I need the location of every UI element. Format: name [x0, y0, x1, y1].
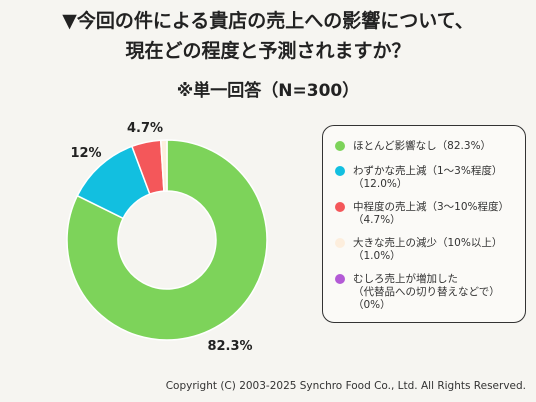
slice-1	[66, 139, 268, 341]
legend-swatch	[335, 141, 345, 151]
legend-label-line: 大きな売上の減少（10%以上）	[353, 237, 503, 249]
legend-item-4: 大きな売上の減少（10%以上） （1.0%）	[335, 237, 517, 263]
legend-label: ほとんど影響なし（82.3%）	[353, 140, 491, 153]
legend-label: むしろ売上が増加した （代替品への切り替えなどで） （0%）	[353, 273, 500, 312]
chart-subtitle: ※単一回答（N=300）	[176, 81, 360, 101]
legend-label-line: （4.7%）	[353, 214, 401, 226]
legend-label-line: 中程度の売上減（3〜10%程度）	[353, 201, 510, 213]
chart-legend: ほとんど影響なし（82.3%） わずかな売上減（1〜3%程度） （12.0%） 中程度…	[322, 125, 526, 323]
slice-label-1: 82.3%	[207, 339, 252, 354]
legend-swatch	[335, 166, 345, 176]
legend-label-line: ほとんど影響なし（82.3%）	[353, 140, 492, 152]
copyright: Copyright (C) 2003-2025 Synchro Food Co.…	[165, 380, 526, 392]
slice-4	[159, 139, 168, 192]
legend-label-line: （12.0%）	[353, 178, 408, 190]
legend-item-1: ほとんど影響なし（82.3%）	[335, 140, 517, 153]
legend-label: わずかな売上減（1〜3%程度） （12.0%）	[353, 165, 502, 191]
legend-label-line: わずかな売上減（1〜3%程度）	[353, 165, 503, 177]
legend-label-line: （代替品への切り替えなどで）	[353, 286, 500, 298]
legend-label: 中程度の売上減（3〜10%程度） （4.7%）	[353, 201, 509, 227]
chart-title-line2: 現在どの程度と予測されますか？	[125, 40, 411, 62]
legend-item-2: わずかな売上減（1〜3%程度） （12.0%）	[335, 165, 517, 191]
legend-label: 大きな売上の減少（10%以上） （1.0%）	[353, 237, 502, 263]
chart-title: ▼今回の件による貴店の売上への影響について、 現在どの程度と予測されますか？	[0, 6, 536, 66]
legend-swatch	[335, 238, 345, 248]
legend-label-line: むしろ売上が増加した	[353, 273, 458, 285]
legend-label-line: （1.0%）	[353, 250, 401, 262]
slice-label-3: 4.7%	[127, 121, 163, 136]
chart-title-line1: ▼今回の件による貴店の売上への影響について、	[62, 10, 474, 32]
legend-swatch	[335, 274, 345, 284]
legend-item-5: むしろ売上が増加した （代替品への切り替えなどで） （0%）	[335, 273, 517, 312]
legend-label-line: （0%）	[353, 299, 391, 311]
legend-item-3: 中程度の売上減（3〜10%程度） （4.7%）	[335, 201, 517, 227]
slice-label-2: 12%	[70, 146, 101, 161]
legend-swatch	[335, 202, 345, 212]
